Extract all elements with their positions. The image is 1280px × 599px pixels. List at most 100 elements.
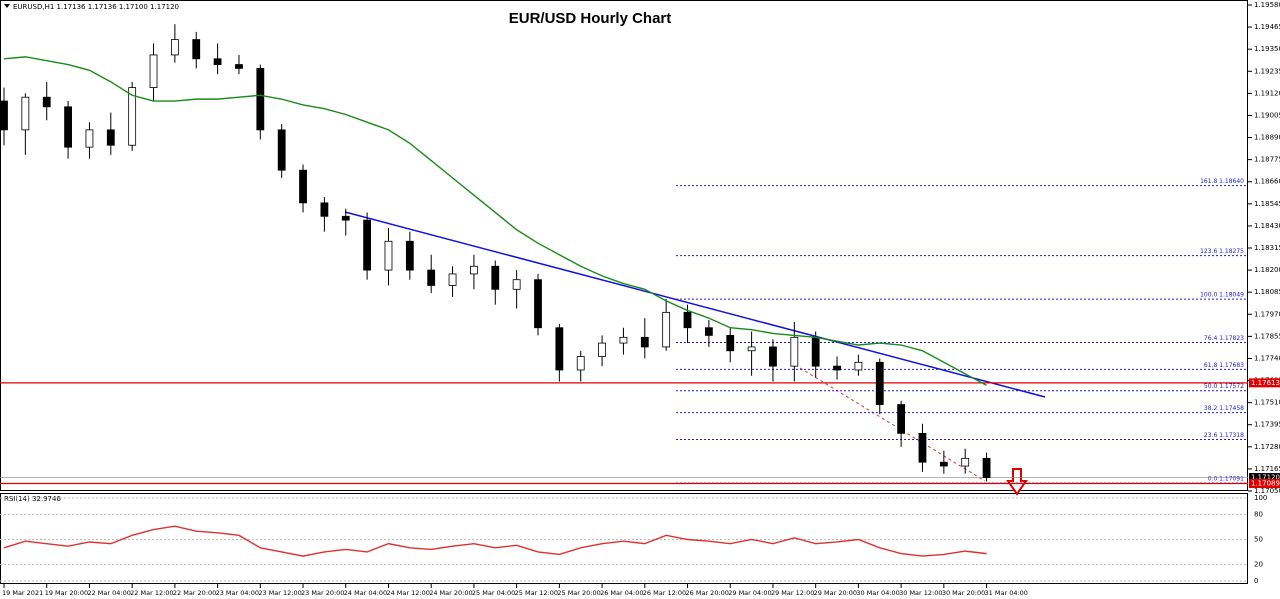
y-tick-label: 1.19120 [1254, 89, 1280, 97]
y-tick-label: 1.19235 [1254, 67, 1280, 75]
x-tick-label: 26 Mar 20:00 [686, 589, 729, 597]
fib-label: 0.0 1.17091 [1208, 476, 1244, 483]
candle-body [662, 311, 671, 348]
y-tick-label: 1.18315 [1254, 244, 1280, 252]
projection-line [799, 367, 986, 482]
candle-body [427, 269, 436, 286]
fib-label: 161.8 1.18640 [1200, 178, 1244, 185]
x-tick-label: 25 Mar 20:00 [557, 589, 600, 597]
candle-body [192, 39, 201, 60]
x-tick-label: 23 Mar 12:00 [258, 589, 301, 597]
y-tick-label: 1.18085 [1254, 288, 1280, 296]
candle-body [833, 365, 841, 371]
candle-body [982, 457, 991, 478]
candle-body [769, 346, 777, 367]
y-tick-label: 1.19005 [1254, 111, 1280, 119]
candle-body [555, 327, 564, 371]
y-tick-label: 1.17395 [1254, 421, 1280, 429]
fib-label: 61.8 1.17683 [1204, 362, 1244, 369]
candle-body [918, 432, 927, 463]
candle-body [213, 58, 222, 65]
price-box [1249, 378, 1280, 388]
y-tick-label: 1.17970 [1254, 310, 1280, 318]
fib-label: 23.6 1.17318 [1204, 432, 1244, 439]
rsi-frame [0, 493, 1248, 584]
x-tick-label: 22 Mar 04:00 [87, 589, 130, 597]
x-tick-label: 29 Mar 20:00 [814, 589, 857, 597]
price-box-label: 1.17089 [1251, 480, 1280, 488]
x-tick-label: 24 Mar 04:00 [344, 589, 387, 597]
candle-body [341, 215, 350, 221]
x-tick-label: 22 Mar 20:00 [173, 589, 216, 597]
candle-body [470, 265, 478, 275]
candle-body [235, 64, 243, 69]
rsi-tick-label: 50 [1254, 536, 1263, 544]
main-frame [0, 0, 1248, 491]
rsi-tick-label: 80 [1254, 511, 1263, 519]
candle-body [619, 336, 628, 344]
candle-body [21, 96, 30, 131]
candle-body [64, 106, 72, 148]
y-tick-label: 1.17740 [1254, 354, 1280, 362]
header: EURUSD,H1 1.17136 1.17136 1.17100 1.1712… [13, 3, 179, 11]
candle-body [0, 100, 8, 131]
candle-body [106, 129, 115, 146]
down-arrow [1006, 468, 1028, 496]
fib-label: 50.0 1.17572 [1204, 383, 1244, 390]
candle-body [598, 342, 606, 357]
candle-body [128, 87, 137, 146]
moving-average [3, 56, 987, 386]
x-tick-label: 26 Mar 04:00 [600, 589, 643, 597]
y-tick-label: 1.17855 [1254, 332, 1280, 340]
candle-body [640, 336, 649, 348]
y-tick-label: 1.19580 [1254, 1, 1280, 9]
x-tick-label: 22 Mar 12:00 [130, 589, 173, 597]
rsi-label: RSI(14) 32.9746 [4, 495, 61, 503]
x-tick-label: 19 Mar 20:00 [45, 589, 88, 597]
y-tick-label: 1.17165 [1254, 465, 1280, 473]
candle-body [299, 169, 307, 204]
candle-body [512, 279, 521, 290]
candle-body [534, 279, 542, 329]
chart-title: EUR/USD Hourly Chart [509, 10, 672, 27]
candle-body [405, 240, 414, 271]
x-tick-label: 29 Mar 12:00 [771, 589, 814, 597]
y-tick-label: 1.17280 [1254, 443, 1280, 451]
candle-body [42, 96, 51, 108]
y-tick-label: 1.18775 [1254, 156, 1280, 164]
menu-arrow [4, 4, 10, 8]
candle-body [854, 361, 863, 371]
x-tick-label: 25 Mar 04:00 [472, 589, 515, 597]
candle-body [875, 361, 884, 405]
price-box-label: 1.17120 [1251, 474, 1280, 482]
fib-label: 38.2 1.17458 [1204, 405, 1244, 412]
y-tick-label: 1.17050 [1254, 487, 1280, 495]
candle-body [320, 202, 329, 217]
candle-body [704, 327, 713, 336]
y-tick-label: 1.18430 [1254, 222, 1280, 230]
x-tick-label: 31 Mar 04:00 [985, 589, 1028, 597]
x-tick-label: 24 Mar 20:00 [429, 589, 472, 597]
y-tick-label: 1.19350 [1254, 45, 1280, 53]
trend-line [344, 211, 1046, 398]
y-tick-label: 1.18545 [1254, 200, 1280, 208]
rsi-line [3, 525, 987, 557]
rsi-tick-label: 20 [1254, 560, 1263, 568]
x-tick-label: 19 Mar 2021 [2, 589, 43, 597]
candle-body [897, 404, 906, 434]
x-tick-label: 25 Mar 12:00 [515, 589, 558, 597]
candle-body [363, 219, 372, 271]
candle-body [790, 336, 799, 367]
candle-body [939, 461, 948, 467]
y-tick-label: 1.19465 [1254, 23, 1280, 31]
x-tick-label: 24 Mar 12:00 [386, 589, 429, 597]
candle-body [811, 336, 820, 367]
y-tick-label: 1.18660 [1254, 178, 1280, 186]
x-tick-label: 23 Mar 20:00 [301, 589, 344, 597]
candle-body [170, 39, 179, 56]
candle-body [683, 311, 692, 329]
x-tick-label: 23 Mar 04:00 [216, 589, 259, 597]
candle-body [256, 67, 265, 131]
